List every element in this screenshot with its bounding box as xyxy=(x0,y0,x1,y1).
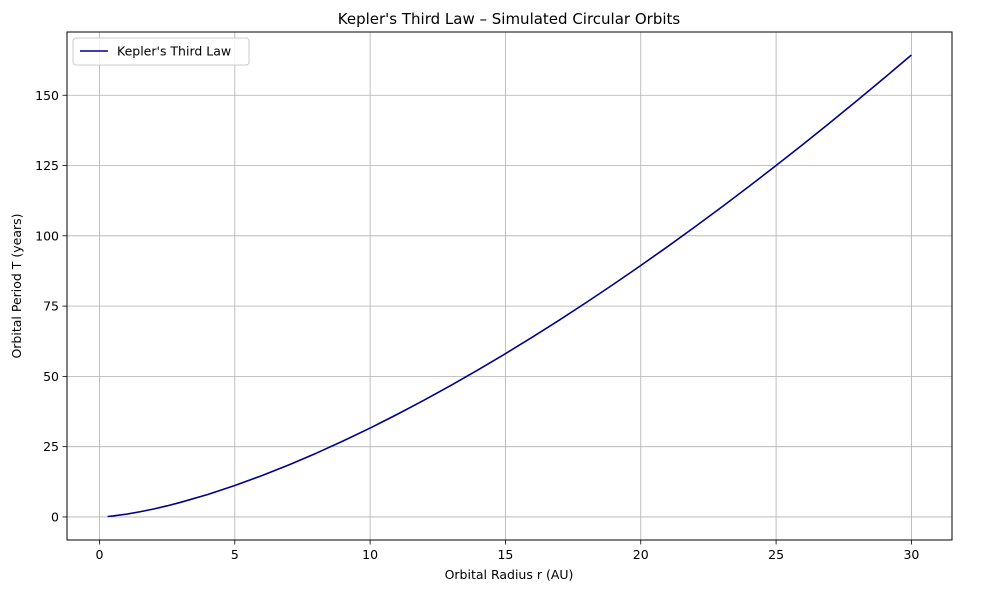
y-tick-label: 25 xyxy=(43,439,59,454)
x-tick-label: 10 xyxy=(362,547,378,562)
y-tick-label: 75 xyxy=(43,299,59,314)
x-tick-label: 25 xyxy=(768,547,784,562)
x-tick-label: 20 xyxy=(633,547,649,562)
x-ticks: 0 5 10 15 20 25 30 xyxy=(96,540,919,562)
y-tick-label: 50 xyxy=(43,369,59,384)
grid xyxy=(67,32,952,540)
plot-line-group xyxy=(107,54,912,518)
x-axis-title: Orbital Radius r (AU) xyxy=(445,567,574,582)
x-tick-label: 0 xyxy=(96,547,104,562)
y-axis-title: Orbital Period T (years) xyxy=(9,213,24,358)
chart-title: Kepler's Third Law – Simulated Circular … xyxy=(338,10,681,28)
x-tick-label: 30 xyxy=(903,547,919,562)
y-tick-label: 125 xyxy=(35,158,59,173)
y-tick-label: 100 xyxy=(35,228,59,243)
y-tick-label: 150 xyxy=(35,88,59,103)
series-line-kepler xyxy=(107,54,912,518)
legend-box xyxy=(72,37,250,66)
y-ticks: 0 25 50 75 100 125 150 xyxy=(35,88,67,524)
y-tick-label: 0 xyxy=(51,509,59,524)
legend: Kepler's Third Law xyxy=(72,37,250,66)
legend-label: Kepler's Third Law xyxy=(117,44,231,59)
plot-frame xyxy=(66,31,953,541)
x-tick-label: 5 xyxy=(231,547,239,562)
x-tick-label: 15 xyxy=(497,547,513,562)
